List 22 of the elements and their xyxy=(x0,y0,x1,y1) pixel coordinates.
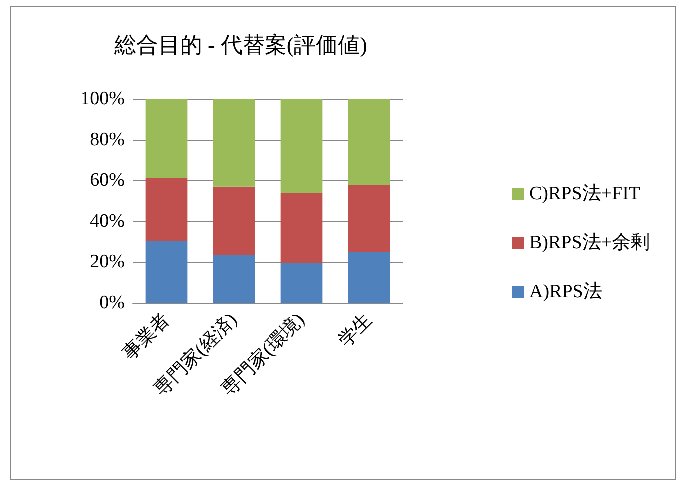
chart-title: 総合目的 - 代替案(評価値) xyxy=(114,32,368,58)
bar xyxy=(146,240,188,303)
bar xyxy=(213,186,256,256)
bar xyxy=(213,99,256,187)
bar xyxy=(213,255,256,303)
bar xyxy=(280,263,323,303)
bar xyxy=(280,99,323,194)
bar xyxy=(348,99,390,186)
y-tick-label: 40% xyxy=(90,210,126,232)
bar xyxy=(348,185,390,252)
bar xyxy=(280,193,323,264)
bar xyxy=(146,99,188,178)
y-tick-label: 20% xyxy=(90,252,126,273)
bar xyxy=(146,178,188,241)
legend-label: C)RPS法+FIT xyxy=(529,184,641,204)
bar xyxy=(348,252,390,303)
legend-label: B)RPS法+余剰 xyxy=(529,232,650,254)
y-tick-label: 100% xyxy=(80,88,126,110)
x-tick-label: 学生 xyxy=(334,310,377,352)
legend-label: A)RPS法 xyxy=(529,282,602,302)
y-tick-label: 80% xyxy=(90,129,126,150)
y-tick-label: 60% xyxy=(90,170,126,192)
